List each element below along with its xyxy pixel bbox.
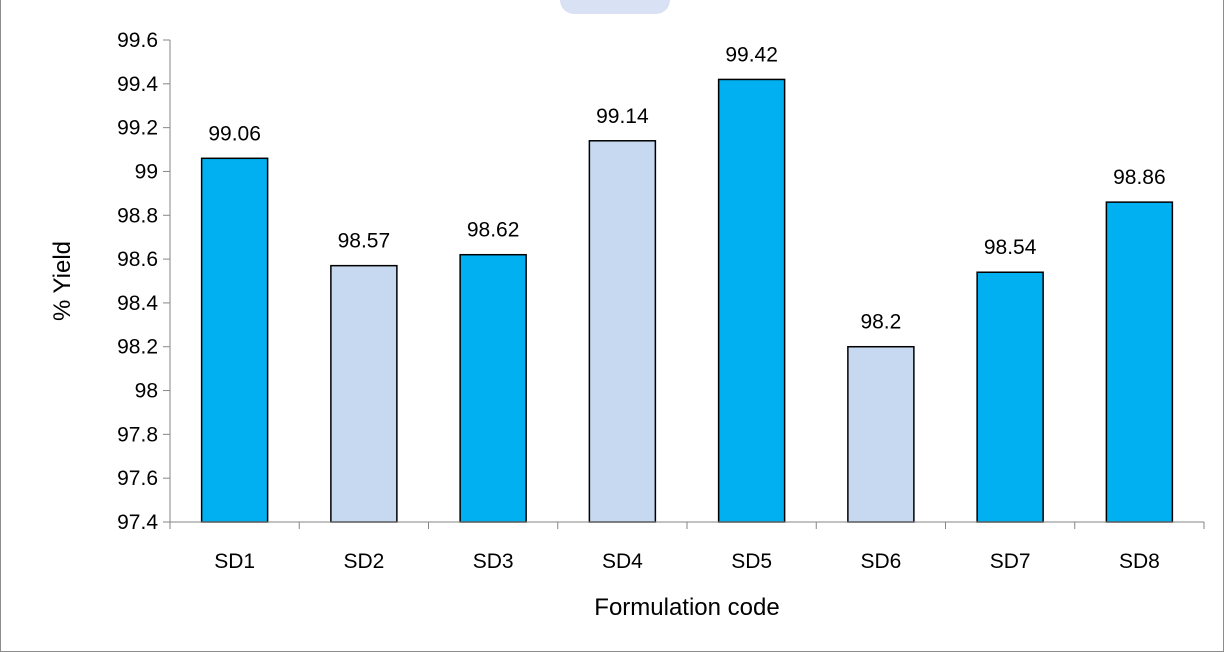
x-tick-label: SD3: [473, 550, 514, 573]
y-tick-label: 97.8: [117, 423, 158, 446]
y-axis-ticks: 97.4 97.6 97.8 98 98.2 98.4 98.6 98.8 99 99.2 99.4…: [117, 29, 170, 534]
bar-sd7: [976, 271, 1044, 523]
bar-sd5: [717, 78, 786, 523]
data-label: 98.62: [467, 219, 520, 242]
bar-sd2: [330, 264, 398, 523]
data-label: 98.57: [338, 230, 391, 253]
data-label: 98.2: [860, 311, 901, 334]
y-tick-label: 98.2: [117, 336, 158, 359]
x-axis-ticks: SD1 SD2 SD3 SD4 SD5 SD6 SD7 SD8: [169, 522, 1205, 573]
bar-sd3: [459, 253, 527, 523]
y-tick-label: 98.4: [117, 292, 158, 315]
y-tick-label: 97.4: [117, 511, 158, 534]
y-tick-label: 98.8: [117, 204, 158, 227]
watermark-shape: [560, 0, 670, 14]
y-axis-title: % Yield: [49, 241, 76, 321]
x-tick-label: SD2: [343, 550, 384, 573]
y-tick-label: 99.6: [117, 29, 158, 52]
bar-sd1: [200, 157, 269, 523]
x-tick-label: SD7: [990, 550, 1031, 573]
y-tick-label: 98: [135, 380, 158, 403]
x-tick-label: SD8: [1119, 550, 1160, 573]
data-label: 99.06: [208, 122, 261, 145]
x-tick-label: SD6: [860, 550, 901, 573]
x-tick-label: SD5: [731, 550, 772, 573]
bars: [200, 78, 1174, 523]
x-axis-title: Formulation code: [594, 594, 779, 621]
bar-sd8: [1105, 201, 1174, 523]
y-tick-label: 99.4: [117, 73, 158, 96]
y-tick-label: 97.6: [117, 467, 158, 490]
data-label: 98.86: [1113, 166, 1166, 189]
x-tick-label: SD4: [602, 550, 643, 573]
data-label: 99.14: [596, 105, 649, 128]
y-tick-label: 99.2: [117, 117, 158, 140]
data-label: 99.42: [725, 43, 778, 66]
x-tick-label: SD1: [214, 550, 255, 573]
bar-sd6: [847, 345, 915, 523]
y-tick-label: 98.6: [117, 248, 158, 271]
data-labels: 99.06 98.57 98.62 99.14 99.42 98.2 98.54 98.86: [208, 43, 1165, 333]
data-label: 98.54: [984, 236, 1037, 259]
bar-sd4: [588, 140, 657, 523]
y-tick-label: 99: [135, 160, 158, 183]
